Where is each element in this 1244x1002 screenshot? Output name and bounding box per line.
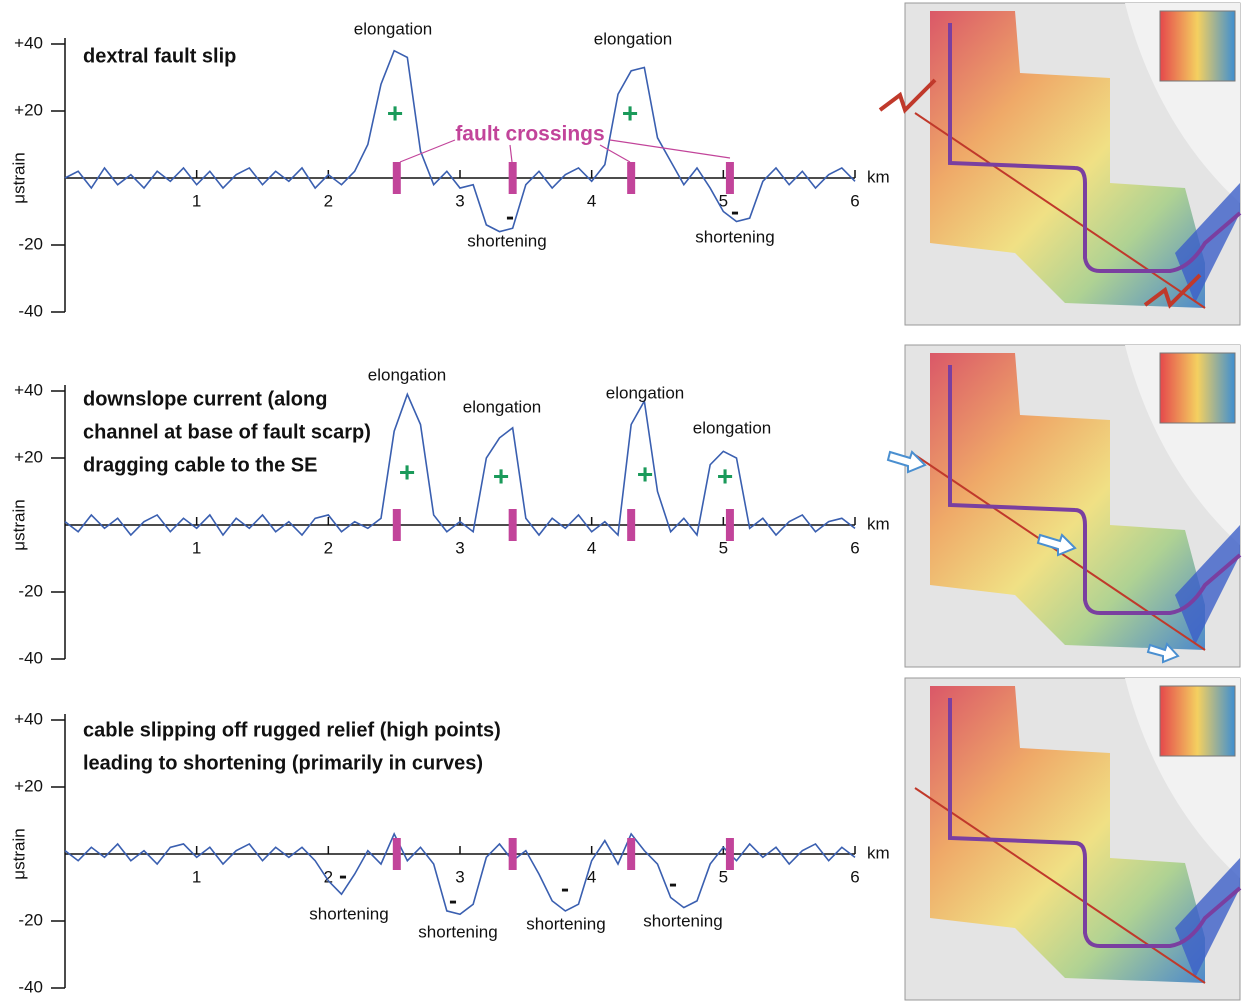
annotation: - xyxy=(506,203,514,230)
annotation: + xyxy=(717,460,733,491)
leader-line xyxy=(399,139,456,163)
x-tick-label: 4 xyxy=(587,191,596,210)
annotation: shortening xyxy=(418,922,497,941)
annotation: - xyxy=(339,862,347,889)
annotation: shortening xyxy=(695,227,774,246)
fault-crossing xyxy=(392,838,401,870)
x-tick-label: 6 xyxy=(850,538,859,557)
annotation: shortening xyxy=(467,231,546,250)
y-axis-label: μstrain xyxy=(9,828,28,879)
strain-line xyxy=(64,831,856,916)
annotation: + xyxy=(637,458,653,489)
chart-title: dragging cable to the SE xyxy=(83,454,317,476)
x-tick-label: 1 xyxy=(192,867,201,886)
annotation: - xyxy=(731,198,739,225)
y-tick-label: -20 xyxy=(18,581,43,600)
x-tick-label: 4 xyxy=(587,538,596,557)
annotation: elongation xyxy=(606,383,684,402)
strain-line xyxy=(64,392,856,537)
x-tick-label: 5 xyxy=(719,538,728,557)
y-tick-label: -40 xyxy=(18,977,43,996)
fault-crossing xyxy=(627,838,636,870)
x-tick-label: 3 xyxy=(455,867,464,886)
x-tick-label: 6 xyxy=(850,191,859,210)
x-tick-label: 2 xyxy=(324,538,333,557)
annotation: elongation xyxy=(354,19,432,38)
annotation: elongation xyxy=(463,397,541,416)
annotation: shortening xyxy=(309,904,388,923)
annotation: + xyxy=(622,97,638,128)
y-tick-label: -20 xyxy=(18,910,43,929)
fault-crossing xyxy=(392,509,401,541)
chart-title: dextral fault slip xyxy=(83,45,236,67)
x-tick-label: 2 xyxy=(324,191,333,210)
fault-slip-arrows xyxy=(878,78,1202,309)
x-unit: km xyxy=(867,167,890,186)
x-tick-label: 6 xyxy=(850,867,859,886)
fault-crossing xyxy=(508,162,517,194)
annotation: + xyxy=(387,97,403,128)
x-tick-label: 1 xyxy=(192,191,201,210)
x-tick-label: 5 xyxy=(719,191,728,210)
x-tick-label: 3 xyxy=(455,538,464,557)
y-tick-label: +40 xyxy=(14,33,43,52)
annotation: - xyxy=(669,870,677,897)
x-tick-label: 3 xyxy=(455,191,464,210)
x-tick-label: 5 xyxy=(719,867,728,886)
chart-title: cable slipping off rugged relief (high p… xyxy=(83,719,501,741)
x-unit: km xyxy=(867,514,890,533)
chart-title: channel at base of fault scarp) xyxy=(83,421,371,443)
y-tick-label: +20 xyxy=(14,100,43,119)
y-tick-label: +40 xyxy=(14,380,43,399)
fault-crossing xyxy=(392,162,401,194)
y-tick-label: +20 xyxy=(14,447,43,466)
fault-crossing xyxy=(508,509,517,541)
leader-line xyxy=(609,139,731,159)
strain-line xyxy=(64,49,856,233)
y-tick-label: -20 xyxy=(18,234,43,253)
y-tick-label: -40 xyxy=(18,301,43,320)
leader-line xyxy=(509,144,513,163)
annotation: shortening xyxy=(643,911,722,930)
chart-title: leading to shortening (primarily in curv… xyxy=(83,752,483,774)
annotation: - xyxy=(561,875,569,902)
y-tick-label: -40 xyxy=(18,648,43,667)
annotation: elongation xyxy=(368,365,446,384)
current-arrows xyxy=(886,450,1180,664)
annotation: shortening xyxy=(526,914,605,933)
y-axis-label: μstrain xyxy=(9,152,28,203)
fault-crossing xyxy=(627,509,636,541)
fault-crossing xyxy=(725,838,734,870)
y-axis-label: μstrain xyxy=(9,499,28,550)
annotation: + xyxy=(399,456,415,487)
chart-title: downslope current (along xyxy=(83,388,327,410)
map-panel xyxy=(903,343,1242,669)
y-tick-label: +40 xyxy=(14,709,43,728)
annotation: + xyxy=(493,460,509,491)
fault-crossing xyxy=(725,509,734,541)
x-unit: km xyxy=(867,843,890,862)
annotation: fault crossings xyxy=(455,123,604,146)
y-tick-label: +20 xyxy=(14,776,43,795)
fault-crossing xyxy=(508,838,517,870)
x-tick-label: 2 xyxy=(324,867,333,886)
annotation: elongation xyxy=(594,29,672,48)
fault-crossing xyxy=(627,162,636,194)
leader-line xyxy=(599,144,631,163)
fault-crossing xyxy=(725,162,734,194)
map-panel xyxy=(903,1,1242,327)
annotation: elongation xyxy=(693,418,771,437)
map-panel xyxy=(903,676,1242,1002)
x-tick-label: 4 xyxy=(587,867,596,886)
x-tick-label: 1 xyxy=(192,538,201,557)
annotation: - xyxy=(449,887,457,914)
